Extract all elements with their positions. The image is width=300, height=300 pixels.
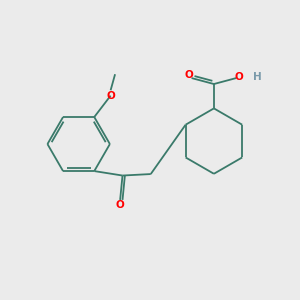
Text: O: O (106, 91, 115, 100)
Text: H: H (253, 72, 262, 82)
Text: O: O (235, 72, 244, 82)
Text: O: O (116, 200, 124, 210)
Text: O: O (185, 70, 194, 80)
